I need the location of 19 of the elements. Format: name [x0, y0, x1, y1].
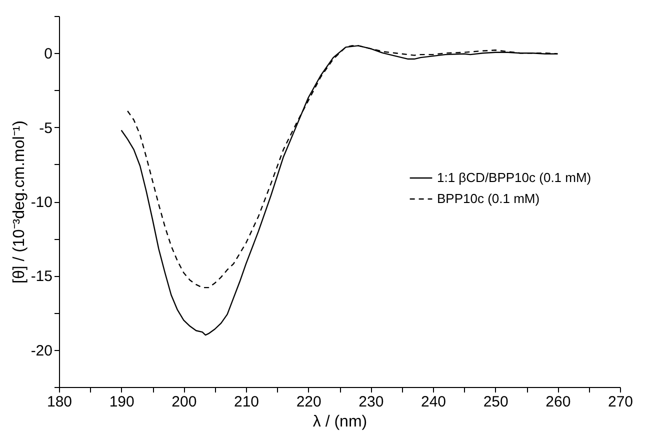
legend-label: 1:1 βCD/BPP10c (0.1 mM) [437, 170, 592, 185]
x-tick-label: 260 [546, 394, 571, 410]
x-tick-label: 220 [296, 394, 322, 410]
y-tick-label: -20 [30, 342, 52, 360]
legend-label: BPP10c (0.1 mM) [437, 191, 540, 206]
x-tick-label: 200 [172, 394, 197, 410]
x-tick-label: 210 [234, 394, 260, 410]
x-tick-label: 190 [109, 394, 134, 410]
x-tick-label: 180 [46, 394, 72, 410]
x-axis-title: λ / (nm) [312, 414, 368, 430]
y-tick-label: -15 [30, 268, 52, 286]
x-tick-label: 230 [358, 394, 384, 410]
x-tick-label: 240 [420, 394, 446, 410]
y-tick-label: -10 [30, 194, 52, 211]
y-axis-title: [θ] / (10⁻³deg.cm.mol⁻¹) [10, 120, 28, 284]
x-tick-label: 250 [483, 394, 508, 410]
x-tick-label: 270 [608, 394, 634, 410]
y-tick-label: 0 [44, 46, 52, 63]
y-tick-label: -5 [39, 120, 52, 137]
